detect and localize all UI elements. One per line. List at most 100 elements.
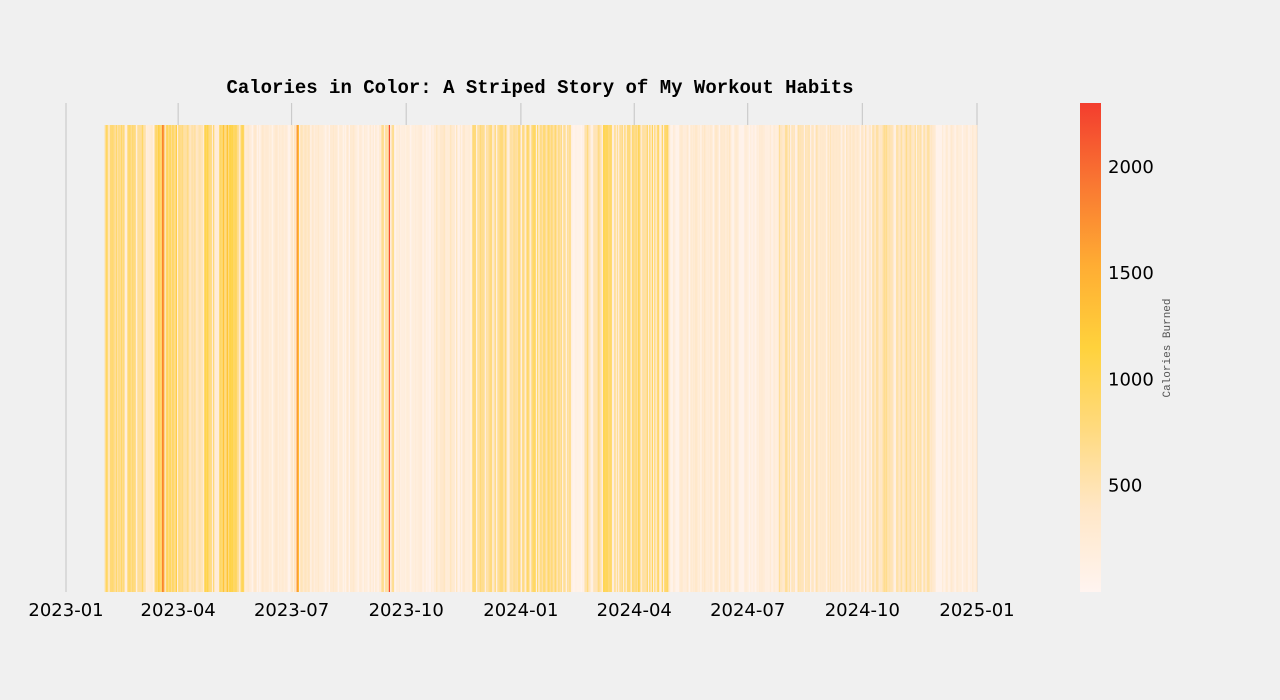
day-stripe bbox=[426, 125, 428, 592]
day-stripe bbox=[722, 125, 725, 592]
day-stripe bbox=[833, 125, 836, 592]
day-stripe bbox=[667, 125, 670, 592]
day-stripe bbox=[654, 125, 656, 592]
day-stripe bbox=[495, 125, 498, 592]
day-stripe bbox=[595, 125, 598, 592]
day-stripe bbox=[532, 125, 534, 592]
day-stripe bbox=[284, 125, 286, 592]
day-stripe bbox=[548, 125, 550, 592]
day-stripe bbox=[144, 125, 147, 592]
day-stripe bbox=[282, 125, 285, 592]
day-stripe bbox=[959, 125, 962, 592]
day-stripe bbox=[665, 125, 668, 592]
day-stripe bbox=[466, 125, 468, 592]
day-stripe bbox=[721, 125, 724, 592]
day-stripe bbox=[180, 125, 183, 592]
day-stripe bbox=[139, 125, 142, 592]
day-stripe bbox=[262, 125, 265, 592]
day-stripe bbox=[378, 125, 381, 592]
day-stripe bbox=[517, 125, 519, 592]
day-stripe bbox=[712, 125, 715, 592]
day-stripe bbox=[130, 125, 133, 592]
day-stripe bbox=[228, 125, 230, 592]
day-stripe bbox=[132, 125, 134, 592]
day-stripe bbox=[675, 125, 678, 592]
day-stripe bbox=[792, 125, 795, 592]
day-stripe bbox=[452, 125, 454, 592]
day-stripe bbox=[574, 125, 577, 592]
day-stripe bbox=[765, 125, 767, 592]
day-stripe bbox=[699, 125, 701, 592]
day-stripe bbox=[751, 125, 754, 592]
day-stripe bbox=[300, 125, 302, 592]
day-stripe bbox=[826, 125, 828, 592]
day-stripe bbox=[801, 125, 803, 592]
day-stripe bbox=[166, 125, 169, 592]
day-stripe bbox=[724, 125, 726, 592]
day-stripe bbox=[220, 125, 223, 592]
day-stripe bbox=[242, 125, 245, 592]
day-stripe bbox=[230, 125, 233, 592]
day-stripe bbox=[559, 125, 562, 592]
day-stripe bbox=[261, 125, 264, 592]
day-stripe bbox=[878, 125, 881, 592]
day-stripe bbox=[927, 125, 929, 592]
day-stripe bbox=[676, 125, 679, 592]
day-stripe bbox=[321, 125, 324, 592]
day-stripe bbox=[888, 125, 891, 592]
day-stripe bbox=[691, 125, 694, 592]
day-stripe bbox=[891, 125, 893, 592]
day-stripe bbox=[397, 125, 400, 592]
day-stripe bbox=[515, 125, 518, 592]
x-tick-label: 2025-01 bbox=[939, 600, 1014, 621]
day-stripe bbox=[358, 125, 361, 592]
day-stripe bbox=[650, 125, 653, 592]
day-stripe bbox=[563, 125, 565, 592]
day-stripe bbox=[970, 125, 973, 592]
day-stripe bbox=[311, 125, 314, 592]
day-stripe bbox=[393, 125, 396, 592]
day-stripe bbox=[701, 125, 704, 592]
day-stripe bbox=[757, 125, 760, 592]
day-stripe bbox=[468, 125, 471, 592]
day-stripe bbox=[366, 125, 368, 592]
day-stripe bbox=[307, 125, 310, 592]
day-stripe bbox=[575, 125, 578, 592]
day-stripe bbox=[292, 125, 295, 592]
day-stripe bbox=[522, 125, 524, 592]
day-stripe bbox=[493, 125, 496, 592]
day-stripe bbox=[690, 125, 692, 592]
day-stripe bbox=[643, 125, 645, 592]
day-stripe bbox=[644, 125, 646, 592]
x-tick-label: 2024-07 bbox=[710, 600, 785, 621]
day-stripe bbox=[210, 125, 213, 592]
day-stripe bbox=[286, 125, 289, 592]
day-stripe bbox=[755, 125, 757, 592]
day-stripe bbox=[543, 125, 545, 592]
day-stripe bbox=[441, 125, 443, 592]
day-stripe bbox=[442, 125, 444, 592]
day-stripe bbox=[110, 125, 113, 592]
day-stripe bbox=[503, 125, 506, 592]
day-stripe bbox=[482, 125, 484, 592]
day-stripe bbox=[652, 125, 655, 592]
day-stripe bbox=[772, 125, 775, 592]
day-stripe bbox=[905, 125, 908, 592]
day-stripe bbox=[591, 125, 594, 592]
day-stripe bbox=[419, 125, 422, 592]
day-stripe bbox=[488, 125, 491, 592]
day-stripe bbox=[554, 125, 557, 592]
day-stripe bbox=[593, 125, 595, 592]
day-stripe bbox=[218, 125, 220, 592]
day-stripe bbox=[871, 125, 873, 592]
day-stripe bbox=[199, 125, 201, 592]
day-stripe bbox=[328, 125, 331, 592]
day-stripe bbox=[380, 125, 382, 592]
day-stripe bbox=[686, 125, 689, 592]
day-stripe bbox=[811, 125, 813, 592]
colorbar-ticks: 500 1000 1500 2000 bbox=[1108, 157, 1154, 497]
day-stripe bbox=[566, 125, 569, 592]
day-stripe bbox=[664, 125, 666, 592]
day-stripe bbox=[343, 125, 346, 592]
day-stripe bbox=[549, 125, 552, 592]
